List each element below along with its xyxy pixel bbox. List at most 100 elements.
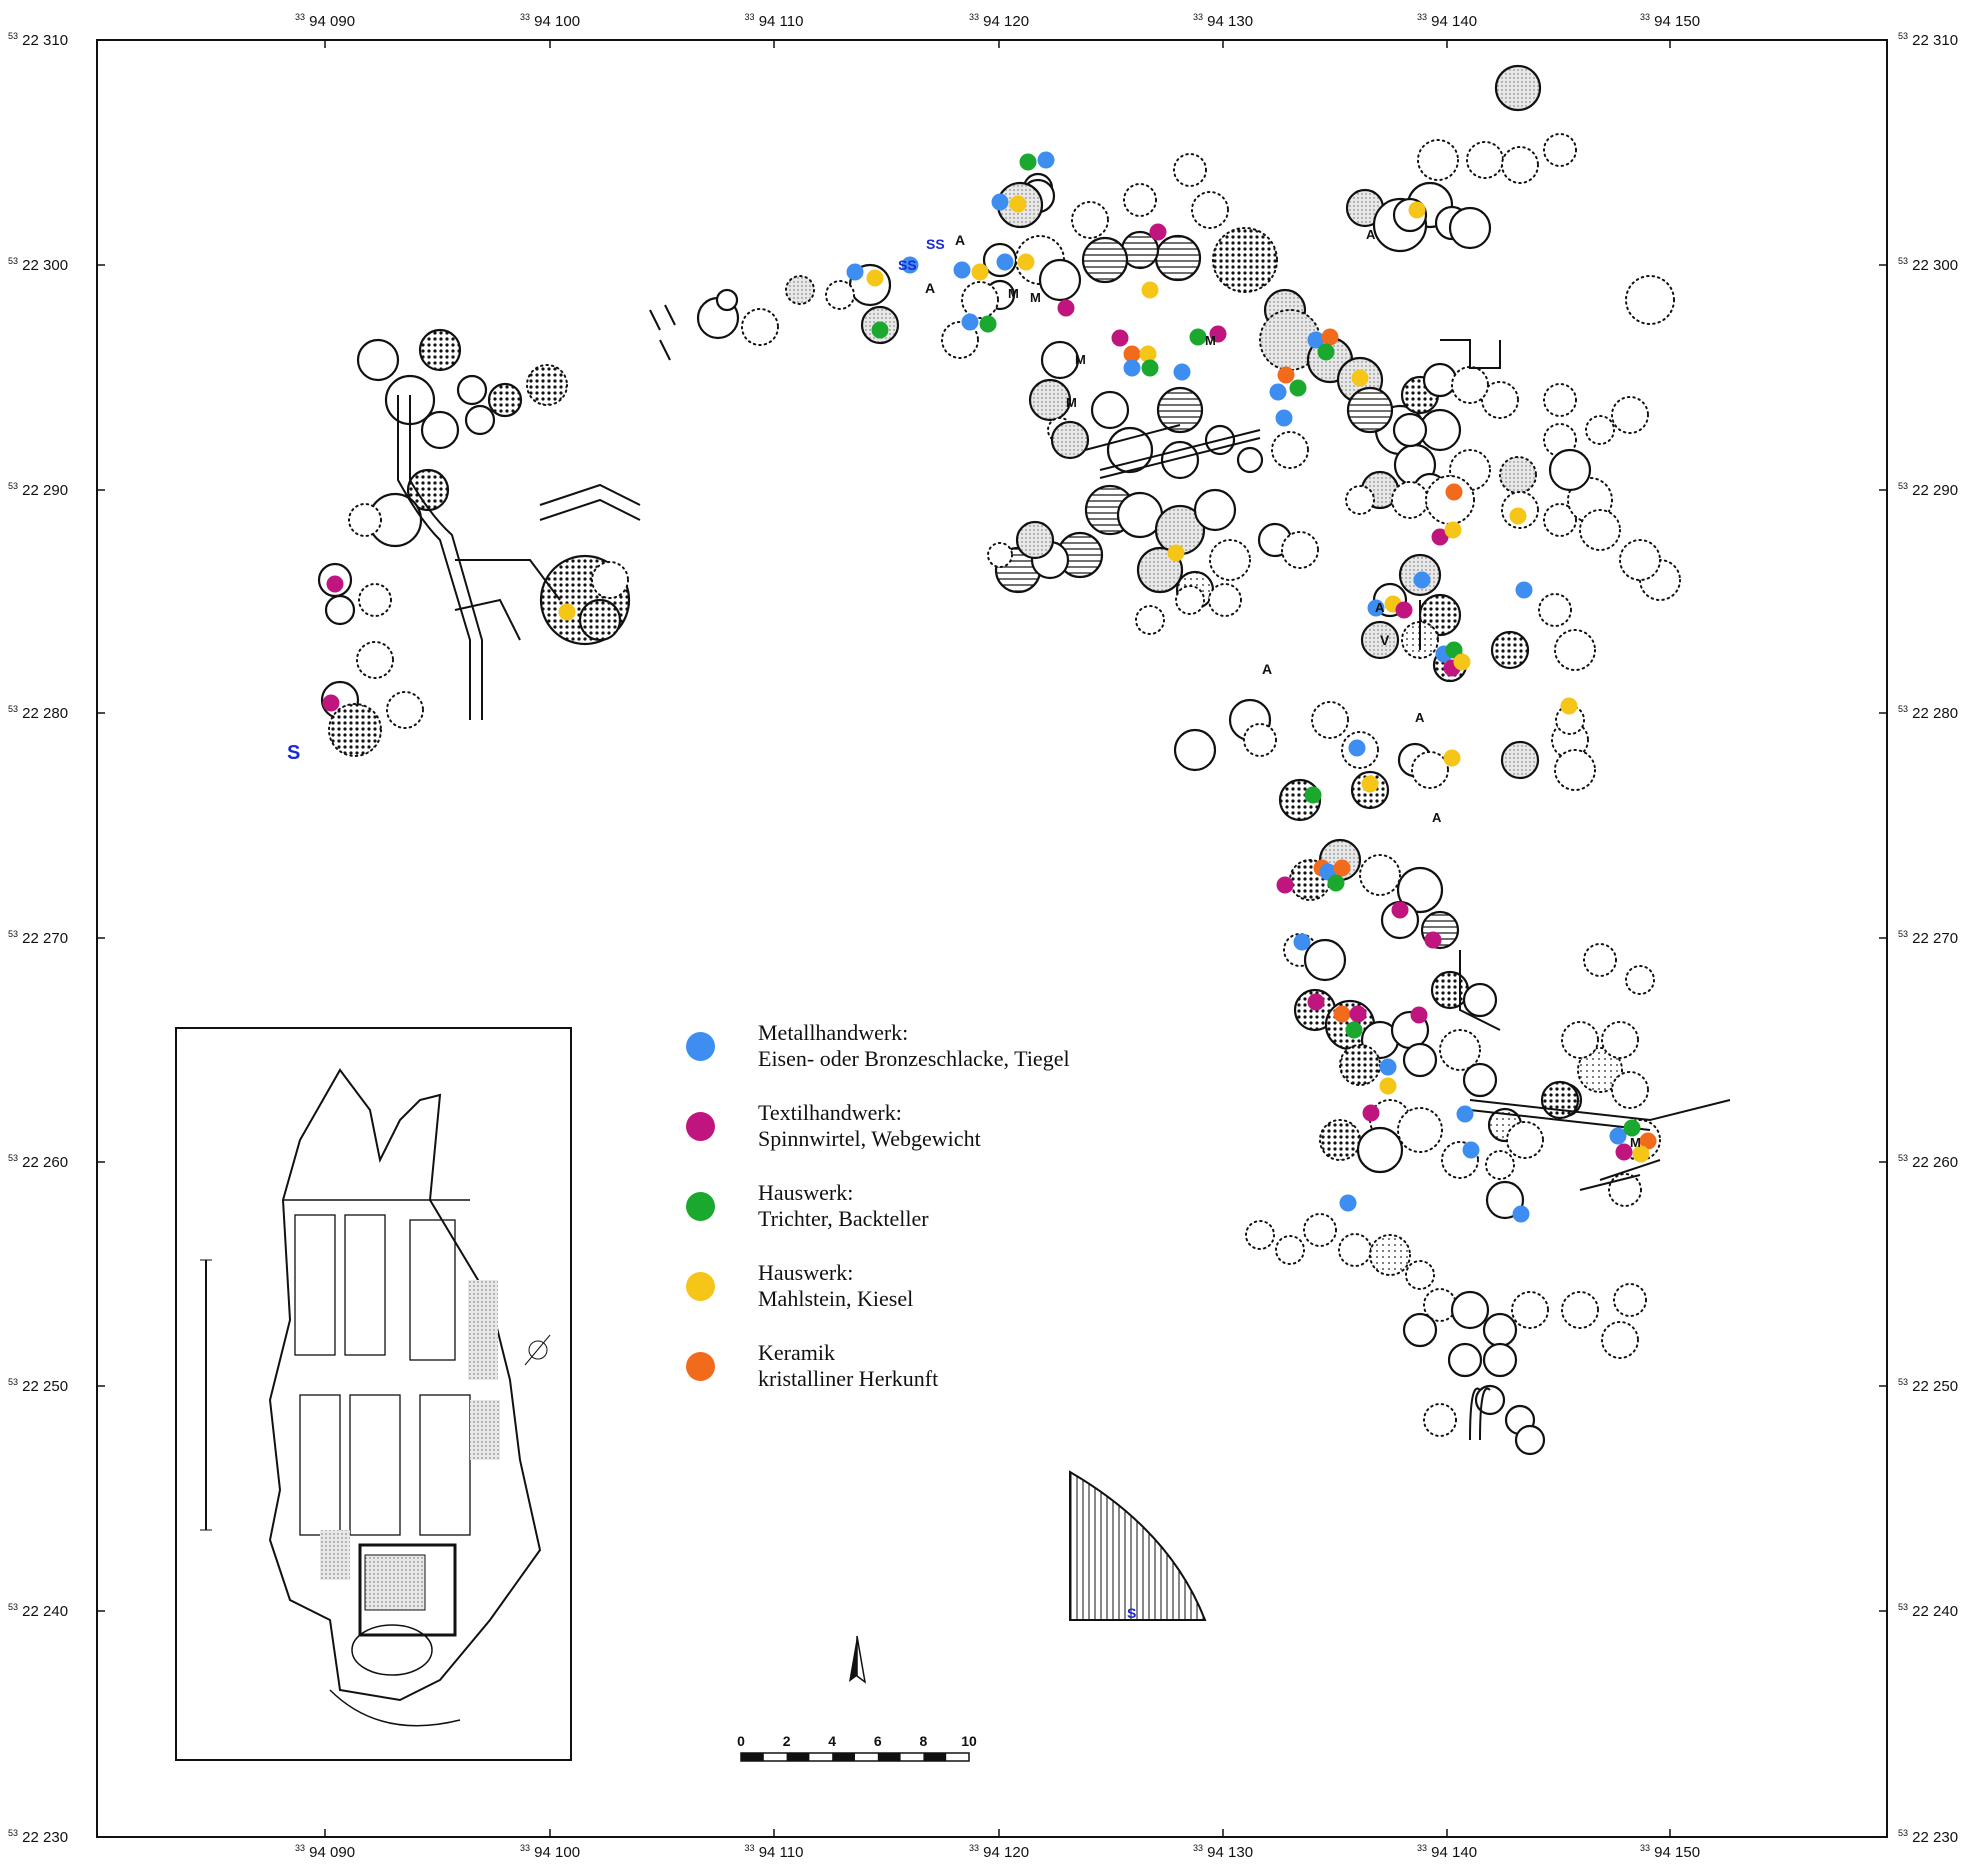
find-marker: [1413, 571, 1431, 589]
pit-feature: [1554, 749, 1596, 791]
finds-markers: [322, 151, 1657, 1223]
coord-prefix: 33: [744, 12, 755, 22]
find-marker: [1639, 1132, 1657, 1150]
pit-feature: [1243, 723, 1277, 757]
coord-prefix: 53: [8, 256, 19, 266]
pit-feature: [1191, 191, 1229, 229]
pit-feature: [1339, 1044, 1381, 1086]
pit-feature: [1208, 583, 1242, 617]
coord-prefix: 53: [8, 481, 19, 491]
legend: Metallhandwerk: Eisen- oder Bronzeschlac…: [686, 1020, 1146, 1420]
pit-feature: [591, 561, 629, 599]
coord-prefix: 33: [519, 1843, 530, 1853]
north-arrow: [849, 1635, 867, 1684]
pit-feature: [1425, 475, 1475, 525]
pit-feature: [1417, 139, 1459, 181]
scale-label: 10: [961, 1733, 977, 1749]
coord-prefix: 33: [519, 12, 530, 22]
legend-house-1-title: Hauswerk:: [758, 1180, 854, 1205]
pit-feature: [1543, 503, 1577, 537]
find-marker: [1307, 993, 1325, 1011]
find-marker: [1276, 876, 1294, 894]
find-marker: [1333, 859, 1351, 877]
y-coord-left: 53 22 280: [8, 704, 69, 722]
legend-dot-house-1: [686, 1192, 715, 1221]
pit-feature: [356, 338, 400, 382]
coord-prefix: 33: [1416, 12, 1427, 22]
pit-feature: [1579, 509, 1621, 551]
pit-feature: [1540, 1080, 1580, 1120]
legend-textile-detail: Spinnwirtel, Webgewicht: [758, 1126, 981, 1151]
pit-feature: [1543, 423, 1577, 457]
x-coord-top: 33 94 120: [968, 12, 1030, 30]
pit-feature: [1439, 1029, 1481, 1071]
pit-feature: [1319, 1119, 1361, 1161]
find-marker: [991, 193, 1009, 211]
pit-feature: [526, 364, 568, 406]
find-marker: [1424, 931, 1442, 949]
find-marker: [1277, 366, 1295, 384]
pit-feature: [358, 583, 392, 617]
coord-prefix: 53: [1898, 481, 1909, 491]
plan-symbol: A: [955, 232, 966, 248]
pit-feature: [1245, 1220, 1275, 1250]
pit-feature: [941, 321, 979, 359]
find-marker: [1443, 749, 1461, 767]
find-marker: [846, 263, 864, 281]
legend-dot-metal: [686, 1032, 715, 1061]
coord-prefix: 33: [294, 12, 305, 22]
coord-prefix: 33: [1192, 1843, 1203, 1853]
find-marker: [1351, 369, 1369, 387]
x-coord-bottom: 33 94 110: [744, 1843, 804, 1861]
find-marker: [1017, 253, 1035, 271]
pit-feature: [1601, 1321, 1639, 1359]
legend-dot-textile: [686, 1112, 715, 1141]
pit-feature: [1212, 227, 1278, 293]
x-coord-bottom: 33 94 150: [1639, 1843, 1701, 1861]
coord-prefix: 53: [8, 1377, 19, 1387]
pit-feature: [1608, 1173, 1642, 1207]
pit-feature: [1482, 1342, 1518, 1378]
y-coord-right: 53 22 260: [1898, 1153, 1959, 1171]
find-marker: [1111, 329, 1129, 347]
find-marker: [866, 269, 884, 287]
scale-bar: [740, 1752, 970, 1762]
pit-feature: [1462, 982, 1498, 1018]
find-marker: [1391, 901, 1409, 919]
find-marker: [1408, 201, 1426, 219]
pit-feature: [324, 594, 356, 626]
coord-prefix: 53: [8, 1602, 19, 1612]
coord-prefix: 53: [1898, 929, 1909, 939]
find-marker: [1327, 874, 1345, 892]
legend-ceramic-title: Keramik: [758, 1340, 835, 1365]
legend-house-2-title: Hauswerk:: [758, 1260, 854, 1285]
pit-feature: [1583, 943, 1617, 977]
pit-feature: [987, 542, 1013, 568]
find-marker: [1560, 697, 1578, 715]
pit-feature: [1485, 1150, 1515, 1180]
pit-feature: [464, 404, 496, 436]
legend-item-textile: Textilhandwerk: Spinnwirtel, Webgewicht: [686, 1100, 1146, 1180]
pit-feature: [1481, 381, 1519, 419]
plan-symbol: A: [1415, 710, 1425, 725]
pit-feature: [1543, 383, 1577, 417]
scale-segment: [741, 1753, 764, 1761]
coord-prefix: 33: [744, 1843, 755, 1853]
pit-feature: [1611, 1071, 1649, 1109]
legend-dot-ceramic: [686, 1352, 715, 1381]
pit-feature: [328, 703, 382, 757]
find-marker: [1632, 1145, 1650, 1163]
find-marker: [996, 253, 1014, 271]
pit-feature: [1450, 1290, 1490, 1330]
pit-feature: [741, 308, 779, 346]
find-marker: [1057, 299, 1075, 317]
find-marker: [1141, 281, 1159, 299]
pit-feature: [1402, 1312, 1438, 1348]
coord-prefix: 33: [1192, 12, 1203, 22]
find-marker: [1512, 1205, 1530, 1223]
pit-feature: [1585, 415, 1615, 445]
find-marker: [1009, 195, 1027, 213]
coord-prefix: 53: [1898, 256, 1909, 266]
pit-feature: [1423, 1403, 1457, 1437]
pit-feature: [785, 275, 815, 305]
